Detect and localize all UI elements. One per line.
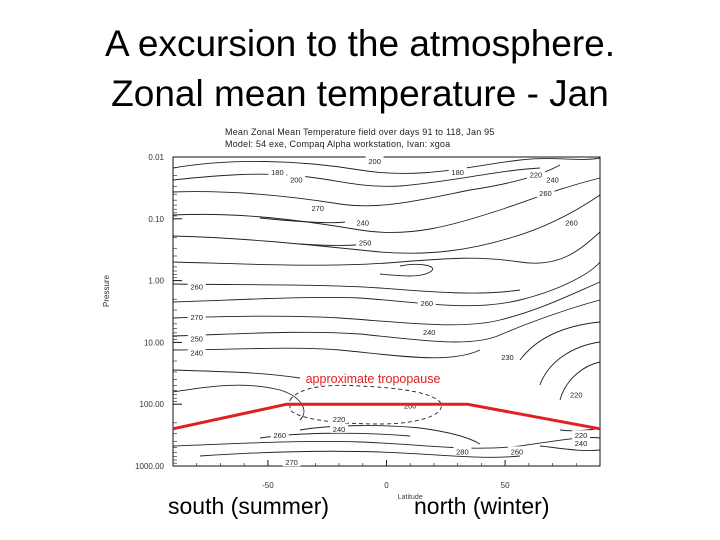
contour-label: 220 [570, 390, 583, 399]
contour-label: 260 [565, 219, 578, 228]
slide-title-line2: Zonal mean temperature - Jan [111, 73, 609, 114]
contour-label-bg [268, 166, 287, 176]
contour-label-bg [287, 174, 306, 184]
contour-label-bg [562, 217, 581, 227]
contour-label: 220 [333, 415, 346, 424]
x-axis-label: Latitude [398, 494, 423, 501]
contour-label-bg [498, 352, 517, 362]
tropopause-annotation: approximate tropopause [306, 372, 441, 386]
figure-header-line1: Mean Zonal Mean Temperature field over d… [225, 127, 495, 137]
contour-label: 260 [539, 189, 552, 198]
contour-label-bg [567, 389, 586, 399]
contour-label: 220 [575, 431, 588, 440]
contour-label-bg [187, 281, 206, 291]
contour-label: 220 [530, 171, 543, 180]
contour-label-bg [572, 437, 591, 447]
contour-label: 260 [421, 299, 434, 308]
south-summer-label: south (summer) [168, 493, 330, 519]
contour-label: 250 [359, 238, 372, 247]
figure-header-line2: Model: 54 exe, Compaq Alpha workstation,… [225, 139, 451, 149]
contour-label-bg [330, 423, 349, 433]
contour-label-bg [330, 413, 349, 423]
contour-label: 280 [456, 447, 469, 456]
contour-label-bg [187, 333, 206, 343]
contour-label-bg [572, 430, 591, 440]
contour-label-bg [448, 166, 467, 176]
contour-label-bg [543, 174, 562, 184]
contour-label-bg [187, 347, 206, 357]
contour-label-bg [417, 298, 436, 308]
contour-label: 230 [501, 353, 514, 362]
contour-label-bg [282, 457, 301, 467]
contour-label: 270 [311, 204, 324, 213]
contour-label-bg [526, 169, 545, 179]
contour-label-bg [420, 326, 439, 336]
contour-label-bg [353, 217, 372, 227]
y-tick-label: 100.00 [140, 400, 165, 409]
y-tick-label: 10.00 [144, 338, 165, 347]
y-tick-label: 1000.00 [135, 462, 164, 471]
contour-label-bg [270, 430, 289, 440]
contour-label: 260 [273, 431, 286, 440]
contour-label: 200 [368, 157, 381, 166]
contour-label: 270 [190, 313, 203, 322]
contour-label-bg [453, 446, 472, 456]
x-tick-label: 50 [501, 481, 510, 490]
contour-label: 240 [546, 175, 559, 184]
contour-label: 260 [511, 447, 524, 456]
slide-title-line1: A excursion to the atmosphere. [104, 23, 616, 64]
contour-label: 240 [575, 439, 588, 448]
contour-label-bg [187, 311, 206, 321]
contour-label: 180 [271, 168, 284, 177]
x-tick-label: -50 [262, 481, 274, 490]
contour-label: 250 [190, 335, 203, 344]
north-winter-label: north (winter) [414, 493, 550, 519]
contour-label: 240 [333, 425, 346, 434]
contour-label: 180 [451, 168, 464, 177]
contour-label: 200 [404, 401, 417, 410]
contour-label: 260 [190, 283, 203, 292]
contour-label: 240 [357, 219, 370, 228]
contour-lines [172, 157, 601, 458]
plot-frame [172, 156, 601, 467]
contour-label: 240 [190, 348, 203, 357]
contour-label-bg [507, 446, 526, 456]
contour-label-bg [308, 203, 327, 213]
y-tick-label: 1.00 [148, 277, 164, 286]
contour-label-bg [536, 188, 555, 198]
contour-label-bg [356, 237, 375, 247]
tropopause-line [172, 402, 601, 431]
y-tick-label: 0.10 [148, 215, 164, 224]
x-tick-label: 0 [384, 481, 389, 490]
contour-label: 200 [290, 175, 303, 184]
contour-label-bg [365, 155, 384, 165]
contour-label: 270 [285, 458, 298, 467]
contour-label: 240 [423, 328, 436, 337]
y-tick-label: 0.01 [148, 153, 164, 162]
